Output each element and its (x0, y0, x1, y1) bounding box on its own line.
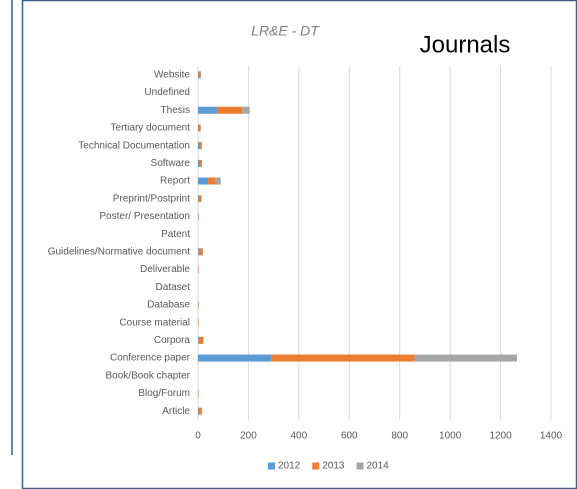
bar-segment (198, 301, 199, 309)
bar-segment (201, 142, 203, 150)
legend-label: 2013 (322, 461, 345, 472)
y-tick-label: Report (160, 176, 190, 187)
y-tick-label: Dataset (156, 282, 191, 293)
x-tick-label: 1000 (439, 431, 462, 442)
bar-segment (198, 354, 272, 362)
y-tick-label: Blog/Forum (138, 388, 190, 399)
legend-swatch (312, 462, 320, 470)
y-tick-label: Conference paper (110, 353, 191, 364)
y-tick-label: Thesis (161, 105, 190, 116)
x-tick-label: 200 (240, 431, 257, 442)
y-tick-label: Article (162, 406, 190, 417)
bar-segment (198, 248, 203, 256)
bar-segment (198, 212, 199, 220)
bar-segment (198, 159, 200, 167)
y-tick-label: Corpora (154, 335, 191, 346)
bar-segment (198, 336, 199, 344)
bar-segment (201, 159, 203, 167)
annotation: Journals (420, 31, 511, 58)
bar-segment (201, 195, 202, 203)
bar-segment (198, 106, 217, 114)
x-tick-label: 600 (341, 431, 358, 442)
bar-segment (198, 336, 204, 344)
bar-segment (198, 124, 201, 132)
bar-segment (200, 142, 202, 150)
y-tick-label: Database (147, 300, 190, 311)
y-tick-label: Course material (119, 317, 190, 328)
bar-segment (242, 106, 250, 114)
bar-segment (198, 389, 199, 397)
bar-segment (198, 266, 199, 274)
bar-segment (199, 159, 202, 167)
legend-label: 2014 (367, 461, 390, 472)
bar-segment (198, 407, 202, 415)
bar-segment (198, 177, 209, 185)
y-tick-label: Deliverable (140, 264, 190, 275)
legend-swatch (268, 462, 275, 470)
y-tick-label: Poster/ Presentation (99, 211, 190, 222)
x-tick-label: 0 (195, 431, 201, 442)
bar-segment (414, 354, 517, 362)
x-tick-label: 1400 (540, 431, 563, 442)
y-tick-label: Software (151, 158, 191, 169)
bar-segment (215, 177, 221, 185)
bar-segment (198, 248, 199, 256)
bar-segment (198, 142, 201, 150)
bar-segment (198, 195, 199, 203)
y-tick-label: Patent (161, 229, 190, 240)
x-tick-label: 400 (291, 431, 308, 442)
chart-frame (21, 0, 578, 489)
bar-segment (198, 195, 202, 203)
bar-segment (202, 248, 204, 256)
y-tick-label: Technical Documentation (78, 140, 190, 151)
bar-segment (216, 106, 243, 114)
y-tick-label: Guidelines/Normative document (48, 246, 191, 257)
x-tick-label: 800 (391, 431, 408, 442)
y-tick-label: Website (154, 69, 190, 80)
y-tick-label: Preprint/Postprint (113, 193, 190, 204)
chart-title: LR&E - DT (251, 23, 320, 39)
y-tick-label: Tertiary document (111, 123, 191, 134)
legend-swatch (356, 462, 364, 470)
y-tick-label: Undefined (144, 87, 190, 98)
bar-segment (198, 319, 199, 327)
x-tick-label: 1200 (489, 431, 512, 442)
bar-segment (271, 354, 415, 362)
legend-label: 2012 (278, 461, 301, 472)
bar-segment (198, 407, 199, 415)
bar-segment (208, 177, 216, 185)
bar-segment (200, 71, 202, 79)
y-tick-label: Book/Book chapter (106, 370, 191, 381)
bar-segment (198, 71, 201, 79)
bar-segment (198, 124, 199, 132)
bar-segment (198, 71, 199, 79)
